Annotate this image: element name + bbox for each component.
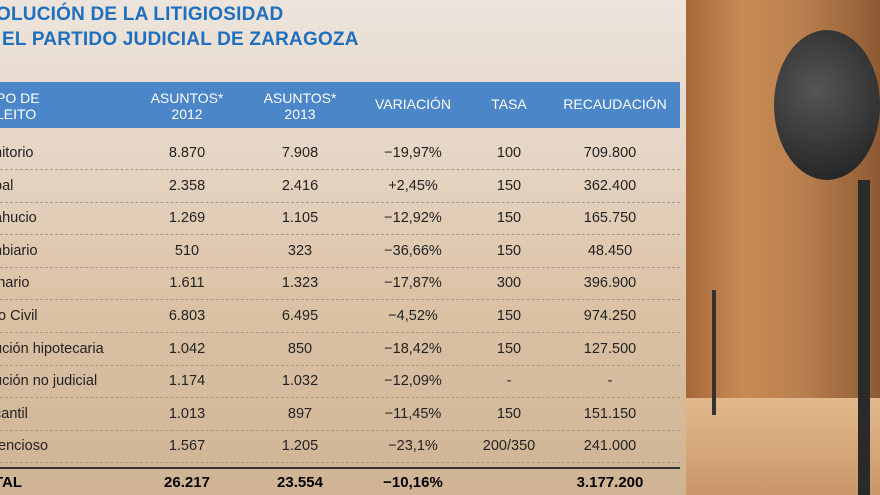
table-row: to Civil 6.803 6.495 −4,52% 150 974.250: [0, 301, 680, 333]
table-header: PO DE LEITO ASUNTOS* 2012 ASUNTOS* 2013 …: [0, 82, 680, 128]
cell-variacion: −11,45%: [384, 405, 442, 422]
cell-variacion: −17,87%: [384, 275, 442, 292]
table-row: cantil 1.013 897 −11,45% 150 151.150: [0, 399, 680, 431]
cell-a2012: 510: [174, 242, 200, 259]
title-line-2: EL PARTIDO JUDICIAL DE ZARAGOZA: [2, 29, 359, 50]
table-row: ución no judicial 1.174 1.032 −12,09% - -: [0, 366, 680, 399]
cell-tasa: 200/350: [482, 438, 536, 455]
cell-recaudacion: 165.750: [583, 210, 637, 227]
table-row: ahucio 1.269 1.105 −12,92% 150 165.750: [0, 203, 680, 236]
cell-tipo: cantil: [0, 405, 28, 422]
cell-tipo: to Civil: [0, 308, 38, 324]
microphone-stand: [858, 180, 870, 495]
small-microphone-icon: [712, 290, 716, 415]
cell-recaudacion: 974.250: [583, 308, 637, 324]
courtroom-photo: [686, 0, 880, 495]
cell-a2012: 2.358: [168, 177, 206, 194]
header-recaudacion: RECAUDACIÓN: [563, 96, 667, 112]
cell-variacion: −18,42%: [384, 340, 442, 357]
cell-a2013: 850: [287, 340, 313, 357]
cell-tipo: ución hipotecaria: [0, 340, 104, 357]
cell-a2012: 1.269: [168, 210, 206, 227]
total-variacion: −10,16%: [383, 474, 443, 491]
cell-tipo: nbiario: [0, 242, 38, 259]
cell-a2013: 897: [287, 405, 313, 422]
table-row: nitorio 8.870 7.908 −19,97% 100 709.800: [0, 138, 680, 170]
total-2012: 26.217: [164, 474, 210, 491]
header-tasa: TASA: [491, 96, 527, 112]
cell-variacion: −23,1%: [388, 438, 438, 455]
cell-a2012: 8.870: [168, 145, 206, 161]
cell-a2013: 323: [287, 242, 313, 259]
cell-tasa: 100: [496, 145, 522, 161]
cell-recaudacion: 396.900: [583, 275, 637, 292]
cell-a2013: 1.323: [281, 275, 319, 292]
cell-a2012: 1.567: [168, 438, 206, 455]
table-row: nbiario 510 323 −36,66% 150 48.450: [0, 236, 680, 268]
cell-variacion: −36,66%: [384, 242, 442, 259]
cell-tipo: ución no judicial: [0, 373, 98, 390]
table-row: bal 2.358 2.416 +2,45% 150 362.400: [0, 171, 680, 203]
cell-tipo: tencioso: [0, 438, 49, 455]
cell-variacion: −12,09%: [384, 373, 442, 390]
cell-a2013: 1.032: [281, 373, 319, 390]
cell-tasa: 150: [496, 177, 522, 194]
cell-tasa: 300: [496, 275, 522, 292]
cell-tasa: -: [506, 373, 512, 390]
cell-recaudacion: 151.150: [583, 405, 637, 422]
cell-tasa: 150: [496, 340, 522, 357]
cell-a2012: 1.042: [168, 340, 206, 357]
cell-a2013: 1.105: [281, 210, 319, 227]
cell-variacion: −4,52%: [388, 308, 438, 324]
cell-a2012: 1.013: [168, 405, 206, 422]
cell-tasa: 150: [496, 210, 522, 227]
cell-recaudacion: 241.000: [583, 438, 637, 455]
table-row: ución hipotecaria 1.042 850 −18,42% 150 127.5…: [0, 334, 680, 366]
table-row: inario 1.611 1.323 −17,87% 300 396.900: [0, 268, 680, 301]
cell-tasa: 150: [496, 242, 522, 259]
total-recaudacion: 3.177.200: [576, 474, 644, 491]
cell-variacion: −12,92%: [384, 210, 442, 227]
cell-variacion: −19,97%: [384, 145, 442, 161]
cell-variacion: +2,45%: [388, 177, 438, 194]
header-2012: ASUNTOS* 2012: [150, 90, 224, 122]
cell-a2013: 2.416: [281, 177, 319, 194]
cell-tipo: ahucio: [0, 210, 37, 227]
title-line-1: OLUCIÓN DE LA LITIGIOSIDAD: [0, 4, 284, 25]
cell-tasa: 150: [496, 405, 522, 422]
cell-recaudacion: 362.400: [583, 177, 637, 194]
table-row: tencioso 1.567 1.205 −23,1% 200/350 241.000: [0, 431, 680, 464]
total-label: TAL: [0, 474, 23, 491]
cell-recaudacion: -: [607, 373, 613, 390]
header-variacion: VARIACIÓN: [375, 96, 451, 112]
header-2013: ASUNTOS* 2013: [263, 90, 337, 122]
cell-a2013: 1.205: [281, 438, 319, 455]
cell-recaudacion: 48.450: [587, 242, 633, 259]
cell-recaudacion: 127.500: [583, 340, 637, 357]
total-row: TAL 26.217 23.554 −10,16% 3.177.200: [0, 467, 680, 495]
cell-tipo: nitorio: [0, 145, 34, 161]
desk: [686, 398, 880, 495]
header-tipo: PO DE LEITO: [0, 90, 40, 122]
cell-a2012: 1.611: [169, 275, 205, 292]
cell-a2012: 1.174: [168, 373, 206, 390]
cell-tipo: bal: [0, 177, 14, 194]
cell-tasa: 150: [496, 308, 522, 324]
cell-a2013: 7.908: [281, 145, 319, 161]
cell-a2012: 6.803: [168, 308, 206, 324]
total-2013: 23.554: [277, 474, 323, 491]
cell-recaudacion: 709.800: [583, 145, 637, 161]
cell-tipo: inario: [0, 275, 30, 292]
cell-a2013: 6.495: [281, 308, 319, 324]
microphone-icon: [774, 30, 880, 180]
